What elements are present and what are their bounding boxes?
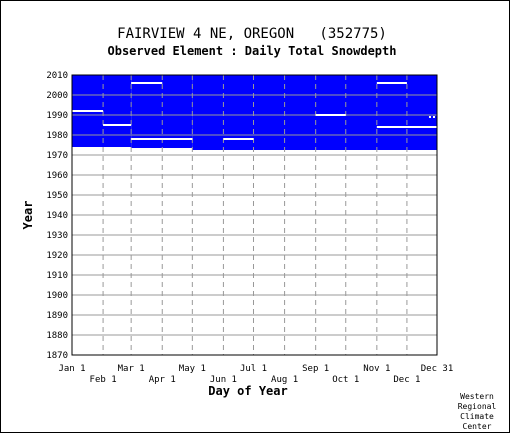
y-axis-ticks: 2010 2000 1990 1980 1970 1960 1950 1940 1930 1920… — [46, 71, 68, 361]
x-tick-label-mar-1: Mar 1 — [118, 364, 145, 374]
chart-subtitle: Observed Element : Daily Total Snowdepth — [108, 44, 397, 58]
x-tick-label-feb-1: Feb 1 — [90, 375, 117, 385]
record-region-2 — [192, 75, 437, 150]
y-tick-label-1920: 1920 — [46, 251, 68, 261]
record-region-1 — [131, 75, 193, 148]
credit-line: Western — [460, 392, 494, 401]
missing-data-lines — [72, 82, 437, 140]
y-tick-label-1990: 1990 — [46, 111, 68, 121]
y-tick-label-1900: 1900 — [46, 291, 68, 301]
y-tick-label-1960: 1960 — [46, 171, 68, 181]
x-tick-label-dec-31: Dec 31 — [421, 364, 454, 374]
x-tick-label-oct-1: Oct 1 — [332, 375, 359, 385]
credit-line: Center — [463, 422, 492, 431]
x-tick-label-may-1: May 1 — [179, 364, 206, 374]
x-axis-ticks: Jan 1 Mar 1 May 1 Jul 1 Sep 1 Nov 1 Dec 31 Feb … — [58, 364, 453, 385]
y-tick-label-1930: 1930 — [46, 231, 68, 241]
y-tick-label-2010: 2010 — [46, 71, 68, 81]
y-tick-label-1910: 1910 — [46, 271, 68, 281]
chart-title: FAIRVIEW 4 NE, OREGON (352775) — [117, 26, 387, 42]
y-tick-label-1950: 1950 — [46, 191, 68, 201]
y-tick-label-2000: 2000 — [46, 91, 68, 101]
y-tick-label-1870: 1870 — [46, 351, 68, 361]
credit-line: Climate — [460, 412, 494, 421]
credit-line: Regional — [458, 402, 497, 411]
plot-border — [71, 74, 438, 356]
x-tick-label-sep-1: Sep 1 — [302, 364, 329, 374]
y-tick-label-1890: 1890 — [46, 311, 68, 321]
y-tick-label-1940: 1940 — [46, 211, 68, 221]
x-tick-label-nov-1: Nov 1 — [363, 364, 390, 374]
y-axis-label: Year — [21, 201, 35, 230]
x-tick-label-dec-1: Dec 1 — [393, 375, 420, 385]
y-tick-label-1980: 1980 — [46, 131, 68, 141]
x-tick-label-jan-1: Jan 1 — [58, 364, 85, 374]
x-tick-label-aug-1: Aug 1 — [271, 375, 298, 385]
y-tick-label-1880: 1880 — [46, 331, 68, 341]
x-tick-label-apr-1: Apr 1 — [149, 375, 176, 385]
x-tick-label-jul-1: Jul 1 — [240, 364, 267, 374]
y-tick-label-1970: 1970 — [46, 151, 68, 161]
x-tick-label-jun-1: Jun 1 — [210, 375, 237, 385]
x-axis-label: Day of Year — [208, 384, 287, 398]
record-regions — [72, 75, 437, 150]
